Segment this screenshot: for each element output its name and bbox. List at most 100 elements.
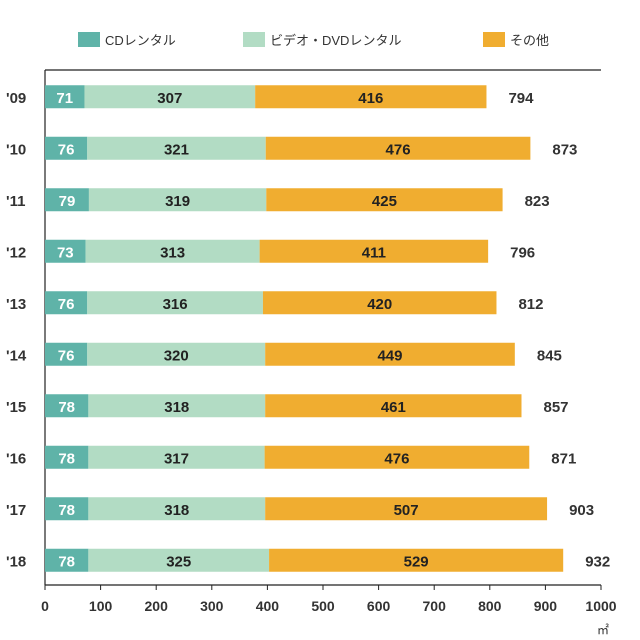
x-axis-ticks: 0 100 200 300 400 500 600 700 800 900 1000 bbox=[41, 585, 617, 614]
bar-segment bbox=[255, 85, 487, 109]
x-tick-label: 1000 bbox=[585, 598, 616, 614]
bar-segment bbox=[45, 497, 89, 521]
bar-segment bbox=[88, 497, 266, 521]
bar-segment bbox=[87, 291, 263, 315]
total-label: 794 bbox=[508, 90, 534, 107]
year-label: '10 bbox=[6, 141, 26, 158]
segment-value-label: 476 bbox=[384, 450, 409, 467]
segment-value-label: 317 bbox=[164, 450, 189, 467]
bar-segment bbox=[88, 445, 265, 469]
unit-label: ㎡ bbox=[597, 623, 609, 637]
bar-segment bbox=[45, 394, 89, 418]
segment-value-label: 76 bbox=[58, 347, 75, 364]
total-label: 812 bbox=[518, 296, 543, 313]
legend-label: CDレンタル bbox=[105, 33, 176, 48]
bar-segment bbox=[45, 445, 89, 469]
segment-value-label: 461 bbox=[381, 399, 406, 416]
bar-segment bbox=[266, 188, 503, 212]
segment-value-label: 449 bbox=[377, 347, 402, 364]
segment-value-label: 318 bbox=[164, 399, 189, 416]
bar-segment bbox=[45, 548, 89, 572]
legend: CDレンタル ビデオ・DVDレンタル その他 bbox=[78, 32, 549, 48]
segment-value-label: 325 bbox=[166, 553, 191, 570]
bar-segment bbox=[45, 85, 85, 109]
segment-value-label: 71 bbox=[56, 90, 73, 107]
total-label: 903 bbox=[569, 502, 594, 519]
x-tick-label: 300 bbox=[200, 598, 224, 614]
total-label: 873 bbox=[552, 141, 577, 158]
bar-segment bbox=[87, 342, 266, 366]
bar-segment bbox=[45, 291, 88, 315]
bar-segment bbox=[265, 394, 522, 418]
x-tick-label: 0 bbox=[41, 598, 49, 614]
year-label: '15 bbox=[6, 399, 26, 416]
bar-segment bbox=[265, 136, 531, 160]
segment-value-label: 78 bbox=[58, 553, 75, 570]
legend-swatch bbox=[483, 32, 505, 47]
bar-segment bbox=[269, 548, 564, 572]
bar-segment bbox=[88, 394, 266, 418]
x-tick-label: 600 bbox=[367, 598, 391, 614]
segment-value-label: 416 bbox=[358, 90, 383, 107]
bar-segment bbox=[265, 497, 548, 521]
bar-segment bbox=[265, 342, 515, 366]
year-label: '12 bbox=[6, 244, 26, 261]
segment-value-label: 411 bbox=[362, 244, 386, 261]
segment-value-label: 320 bbox=[164, 347, 189, 364]
total-label: 796 bbox=[510, 244, 535, 261]
bar-segment bbox=[84, 85, 256, 109]
total-label: 871 bbox=[551, 450, 576, 467]
legend-swatch bbox=[243, 32, 265, 47]
segment-value-label: 318 bbox=[164, 502, 189, 519]
legend-swatch bbox=[78, 32, 100, 47]
bar-segment bbox=[45, 239, 86, 263]
year-label: '18 bbox=[6, 553, 26, 570]
x-tick-label: 100 bbox=[89, 598, 113, 614]
legend-label: その他 bbox=[510, 33, 549, 48]
bar-segment bbox=[85, 239, 260, 263]
segment-value-label: 425 bbox=[372, 193, 397, 210]
year-label: '17 bbox=[6, 502, 26, 519]
segment-value-label: 78 bbox=[58, 399, 75, 416]
year-label: '13 bbox=[6, 296, 26, 313]
segment-value-label: 316 bbox=[163, 296, 188, 313]
segment-value-label: 507 bbox=[394, 502, 419, 519]
bar-segment bbox=[262, 291, 497, 315]
year-label: '11 bbox=[6, 193, 25, 210]
total-label: 845 bbox=[537, 347, 562, 364]
x-tick-label: 500 bbox=[311, 598, 335, 614]
x-tick-label: 800 bbox=[478, 598, 502, 614]
segment-value-label: 313 bbox=[160, 244, 185, 261]
total-label: 932 bbox=[585, 553, 610, 570]
segment-value-label: 476 bbox=[386, 141, 411, 158]
year-label: '16 bbox=[6, 450, 26, 467]
bar-segment bbox=[45, 136, 88, 160]
bars: '09 71 307 416 794 '10 76 321 476 873 '11 79 319 425 8… bbox=[6, 85, 610, 572]
total-label: 823 bbox=[525, 193, 550, 210]
bar-segment bbox=[45, 342, 88, 366]
segment-value-label: 321 bbox=[164, 141, 189, 158]
bar-segment bbox=[88, 188, 267, 212]
x-tick-label: 400 bbox=[256, 598, 280, 614]
bar-segment bbox=[259, 239, 489, 263]
x-tick-label: 900 bbox=[534, 598, 558, 614]
segment-value-label: 76 bbox=[58, 141, 75, 158]
segment-value-label: 76 bbox=[58, 296, 75, 313]
segment-value-label: 420 bbox=[367, 296, 392, 313]
segment-value-label: 73 bbox=[57, 244, 74, 261]
bar-segment bbox=[88, 548, 270, 572]
total-label: 857 bbox=[543, 399, 568, 416]
segment-value-label: 307 bbox=[157, 90, 182, 107]
legend-label: ビデオ・DVDレンタル bbox=[270, 33, 401, 48]
bar-segment bbox=[87, 136, 266, 160]
segment-value-label: 319 bbox=[165, 193, 190, 210]
segment-value-label: 79 bbox=[59, 193, 76, 210]
segment-value-label: 78 bbox=[58, 450, 75, 467]
segment-value-label: 78 bbox=[58, 502, 75, 519]
bar-segment bbox=[45, 188, 89, 212]
x-tick-label: 200 bbox=[145, 598, 169, 614]
bar-segment bbox=[264, 445, 530, 469]
segment-value-label: 529 bbox=[404, 553, 429, 570]
year-label: '14 bbox=[6, 347, 27, 364]
